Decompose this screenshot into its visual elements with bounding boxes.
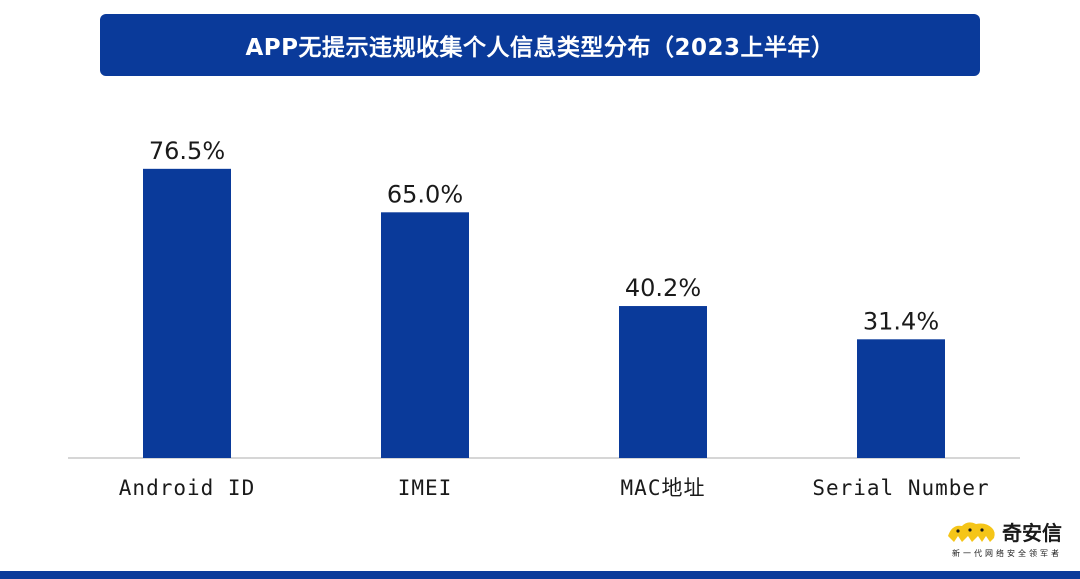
- value-label-3: 40.2%: [625, 274, 701, 302]
- value-label-2: 65.0%: [387, 180, 463, 208]
- page-title: APP无提示违规收集个人信息类型分布（2023上半年）: [245, 35, 835, 61]
- category-label-2: IMEI: [398, 476, 453, 500]
- bar-4: [857, 339, 945, 458]
- category-label-4: Serial Number: [812, 476, 989, 500]
- bar-1: [143, 168, 231, 458]
- bar-2: [381, 212, 469, 458]
- panther-logo-icon: [948, 521, 995, 542]
- company-logo: 奇安信 新一代网络安全领军者: [922, 517, 1062, 561]
- logo-name: 奇安信: [1002, 521, 1062, 545]
- title-banner: APP无提示违规收集个人信息类型分布（2023上半年）: [100, 14, 980, 76]
- value-label-1: 76.5%: [149, 137, 225, 165]
- category-label-1: Android ID: [119, 476, 255, 500]
- bottom-stripe: [0, 571, 1080, 579]
- bar-3: [619, 306, 707, 458]
- category-label-3: MAC地址: [621, 476, 706, 500]
- value-label-4: 31.4%: [863, 307, 939, 335]
- logo-slogan: 新一代网络安全领军者: [952, 549, 1062, 558]
